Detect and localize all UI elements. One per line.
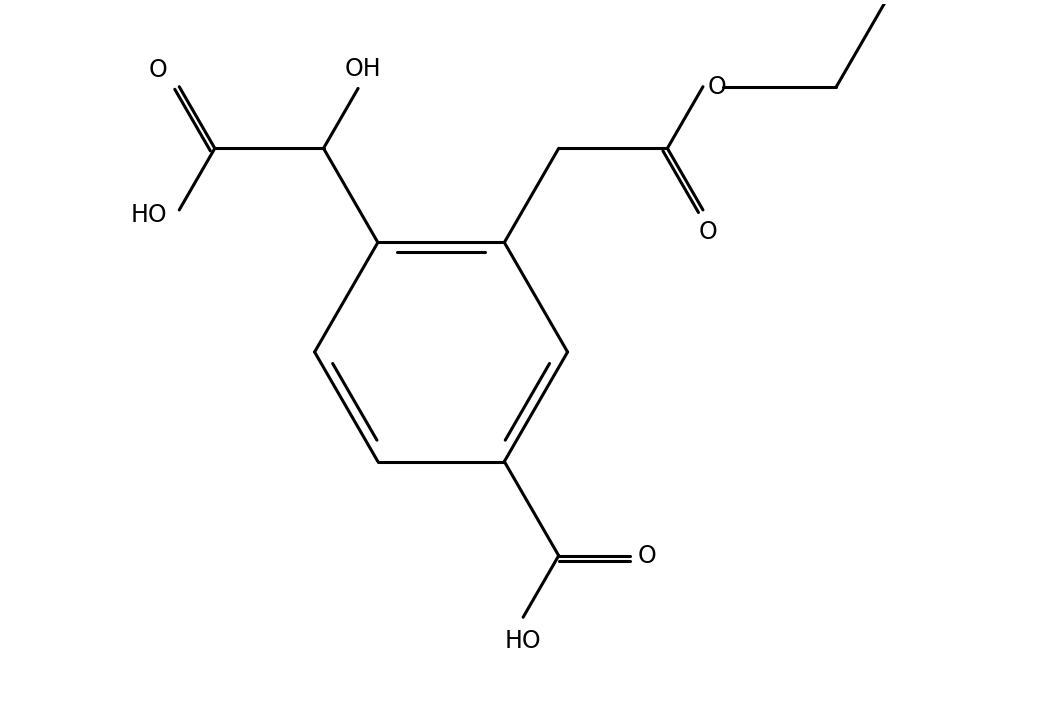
Text: OH: OH — [345, 57, 381, 81]
Text: O: O — [698, 220, 717, 244]
Text: HO: HO — [131, 203, 167, 227]
Text: O: O — [637, 543, 656, 568]
Text: O: O — [149, 58, 167, 81]
Text: O: O — [708, 74, 727, 99]
Text: HO: HO — [504, 629, 542, 653]
